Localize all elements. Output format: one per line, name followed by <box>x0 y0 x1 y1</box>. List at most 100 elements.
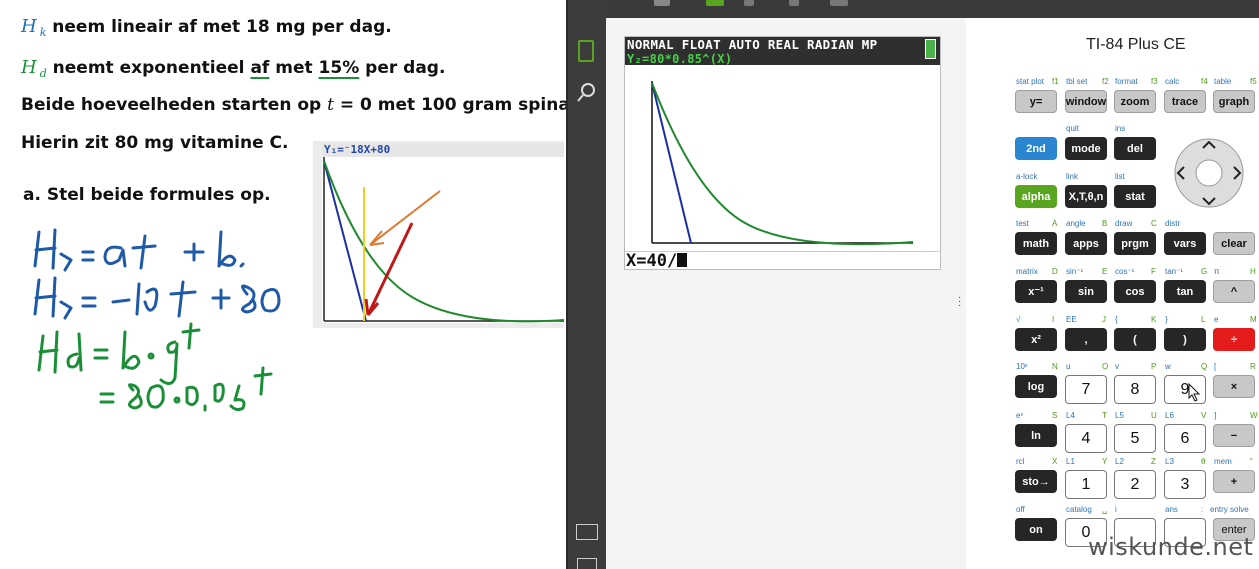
key-4-row-6[interactable]: ) <box>1164 328 1206 351</box>
key-secondary-label: e <box>1214 315 1219 324</box>
af-underlined: af <box>250 58 270 78</box>
key-2-row-6[interactable]: , <box>1065 328 1107 351</box>
toolbar-icon[interactable] <box>654 0 670 6</box>
key-1-row-6[interactable]: x² <box>1015 328 1057 351</box>
key-secondary-label: w <box>1165 362 1171 371</box>
toolbar-icon[interactable] <box>830 0 848 6</box>
key-secondary-label: L5 <box>1115 411 1124 420</box>
lcd-command-line[interactable]: X=40/ <box>625 251 940 271</box>
pane-resize-handle[interactable]: · · · <box>958 292 962 311</box>
key-3-row-10[interactable] <box>1114 518 1156 547</box>
pct-underlined: 15% <box>318 58 360 78</box>
key-secondary-label: ins <box>1115 124 1126 133</box>
key-alpha-label: ␣ <box>1102 505 1108 514</box>
line-vitamin: Hierin zit 80 mg vitamine C. <box>21 133 289 153</box>
key-5-row-8[interactable]: − <box>1213 424 1255 447</box>
key-4-row-8[interactable]: 6 <box>1164 424 1206 453</box>
key-2-row-3[interactable]: X,T,θ,n <box>1065 185 1107 208</box>
key-secondary-label: stat plot <box>1016 77 1045 86</box>
key-1-row-5[interactable]: x⁻¹ <box>1015 280 1057 303</box>
key-secondary-label: [ <box>1214 362 1217 371</box>
key-secondary-label: angle <box>1066 219 1086 228</box>
key-1-row-4[interactable]: math <box>1015 232 1057 255</box>
key-1-row-3[interactable]: alpha <box>1015 185 1057 208</box>
key-1-row-9[interactable]: sto→ <box>1015 470 1057 493</box>
key-4-row-4[interactable]: vars <box>1164 232 1206 255</box>
key-alpha-label: B <box>1102 219 1108 228</box>
key-3-row-9[interactable]: 2 <box>1114 470 1156 499</box>
key-3-row-5[interactable]: cos <box>1114 280 1156 303</box>
calculator-icon[interactable] <box>578 40 594 62</box>
key-alpha-label: C <box>1151 219 1157 228</box>
key-2-row-9[interactable]: 1 <box>1065 470 1107 499</box>
key-5-row-9[interactable]: + <box>1213 470 1255 493</box>
toolbar-icon[interactable] <box>789 0 799 6</box>
layout-icon[interactable] <box>576 524 598 540</box>
key-4-row-9[interactable]: 3 <box>1164 470 1206 499</box>
battery-icon <box>925 39 936 59</box>
key-3-row-7[interactable]: 8 <box>1114 375 1156 404</box>
hk-text: neem lineair af met 18 mg per dag. <box>52 17 392 37</box>
key-secondary-label: format <box>1115 77 1138 86</box>
key-alpha-label: X <box>1052 457 1058 466</box>
key-4-row-1[interactable]: trace <box>1164 90 1206 113</box>
key-secondary-label: v <box>1115 362 1119 371</box>
keyboard-icon[interactable] <box>577 558 597 569</box>
lcd-status-bar: NORMAL FLOAT AUTO REAL RADIAN MP Y₂=80*0… <box>625 37 940 65</box>
key-1-row-10[interactable]: on <box>1015 518 1057 541</box>
key-2-row-8[interactable]: 4 <box>1065 424 1107 453</box>
right-arrow-icon <box>1233 166 1242 180</box>
key-secondary-label: { <box>1115 315 1118 324</box>
line-start: Beide hoeveelheden starten op t = 0 met … <box>21 95 604 115</box>
key-secondary-label: calc <box>1165 77 1180 86</box>
key-5-row-4[interactable]: clear <box>1213 232 1255 255</box>
key-1-row-7[interactable]: log <box>1015 375 1057 398</box>
key-2-row-10[interactable]: 0 <box>1065 518 1107 547</box>
key-alpha-label: O <box>1102 362 1109 371</box>
key-1-row-2[interactable]: 2nd <box>1015 137 1057 160</box>
app-toolbar <box>606 0 1259 18</box>
key-4-row-5[interactable]: tan <box>1164 280 1206 303</box>
key-5-row-1[interactable]: graph <box>1213 90 1255 113</box>
key-3-row-8[interactable]: 5 <box>1114 424 1156 453</box>
key-3-row-1[interactable]: zoom <box>1114 90 1156 113</box>
key-5-row-7[interactable]: × <box>1213 375 1255 398</box>
key-secondary-label: 10ˣ <box>1016 362 1028 371</box>
key-secondary-label: u <box>1066 362 1071 371</box>
key-5-row-5[interactable]: ^ <box>1213 280 1255 303</box>
toolbar-icon[interactable] <box>744 0 754 6</box>
key-alpha-label: “ <box>1250 457 1253 466</box>
key-2-row-7[interactable]: 7 <box>1065 375 1107 404</box>
key-secondary-label: draw <box>1115 219 1133 228</box>
key-4-row-10[interactable] <box>1164 518 1206 547</box>
key-alpha-label: D <box>1052 267 1058 276</box>
key-3-row-2[interactable]: del <box>1114 137 1156 160</box>
key-alpha-label: M <box>1250 315 1257 324</box>
calculator-keypad <box>966 18 1259 569</box>
key-2-row-2[interactable]: mode <box>1065 137 1107 160</box>
key-secondary-label: L4 <box>1066 411 1075 420</box>
key-secondary-label: L1 <box>1066 457 1075 466</box>
arrow-pad[interactable] <box>1174 134 1244 212</box>
key-alpha-label: V <box>1201 411 1207 420</box>
key-secondary-label: ans <box>1165 505 1178 514</box>
enter-key[interactable]: enter <box>1213 518 1255 541</box>
key-1-row-8[interactable]: ln <box>1015 424 1057 447</box>
key-3-row-3[interactable]: stat <box>1114 185 1156 208</box>
key-3-row-6[interactable]: ( <box>1114 328 1156 351</box>
toolbar-icon-active[interactable] <box>706 0 724 6</box>
key-secondary-label: catalog <box>1066 505 1092 514</box>
key-2-row-1[interactable]: window <box>1065 90 1107 113</box>
key-2-row-5[interactable]: sin <box>1065 280 1107 303</box>
key-alpha-label: H <box>1250 267 1256 276</box>
key-secondary-label: L2 <box>1115 457 1124 466</box>
key-4-row-7[interactable]: 9 <box>1164 375 1206 404</box>
key-alpha-label: N <box>1052 362 1058 371</box>
key-2-row-4[interactable]: apps <box>1065 232 1107 255</box>
search-icon[interactable] <box>577 82 597 102</box>
key-5-row-6[interactable]: ÷ <box>1213 328 1255 351</box>
key-1-row-1[interactable]: y= <box>1015 90 1057 113</box>
key-3-row-4[interactable]: prgm <box>1114 232 1156 255</box>
